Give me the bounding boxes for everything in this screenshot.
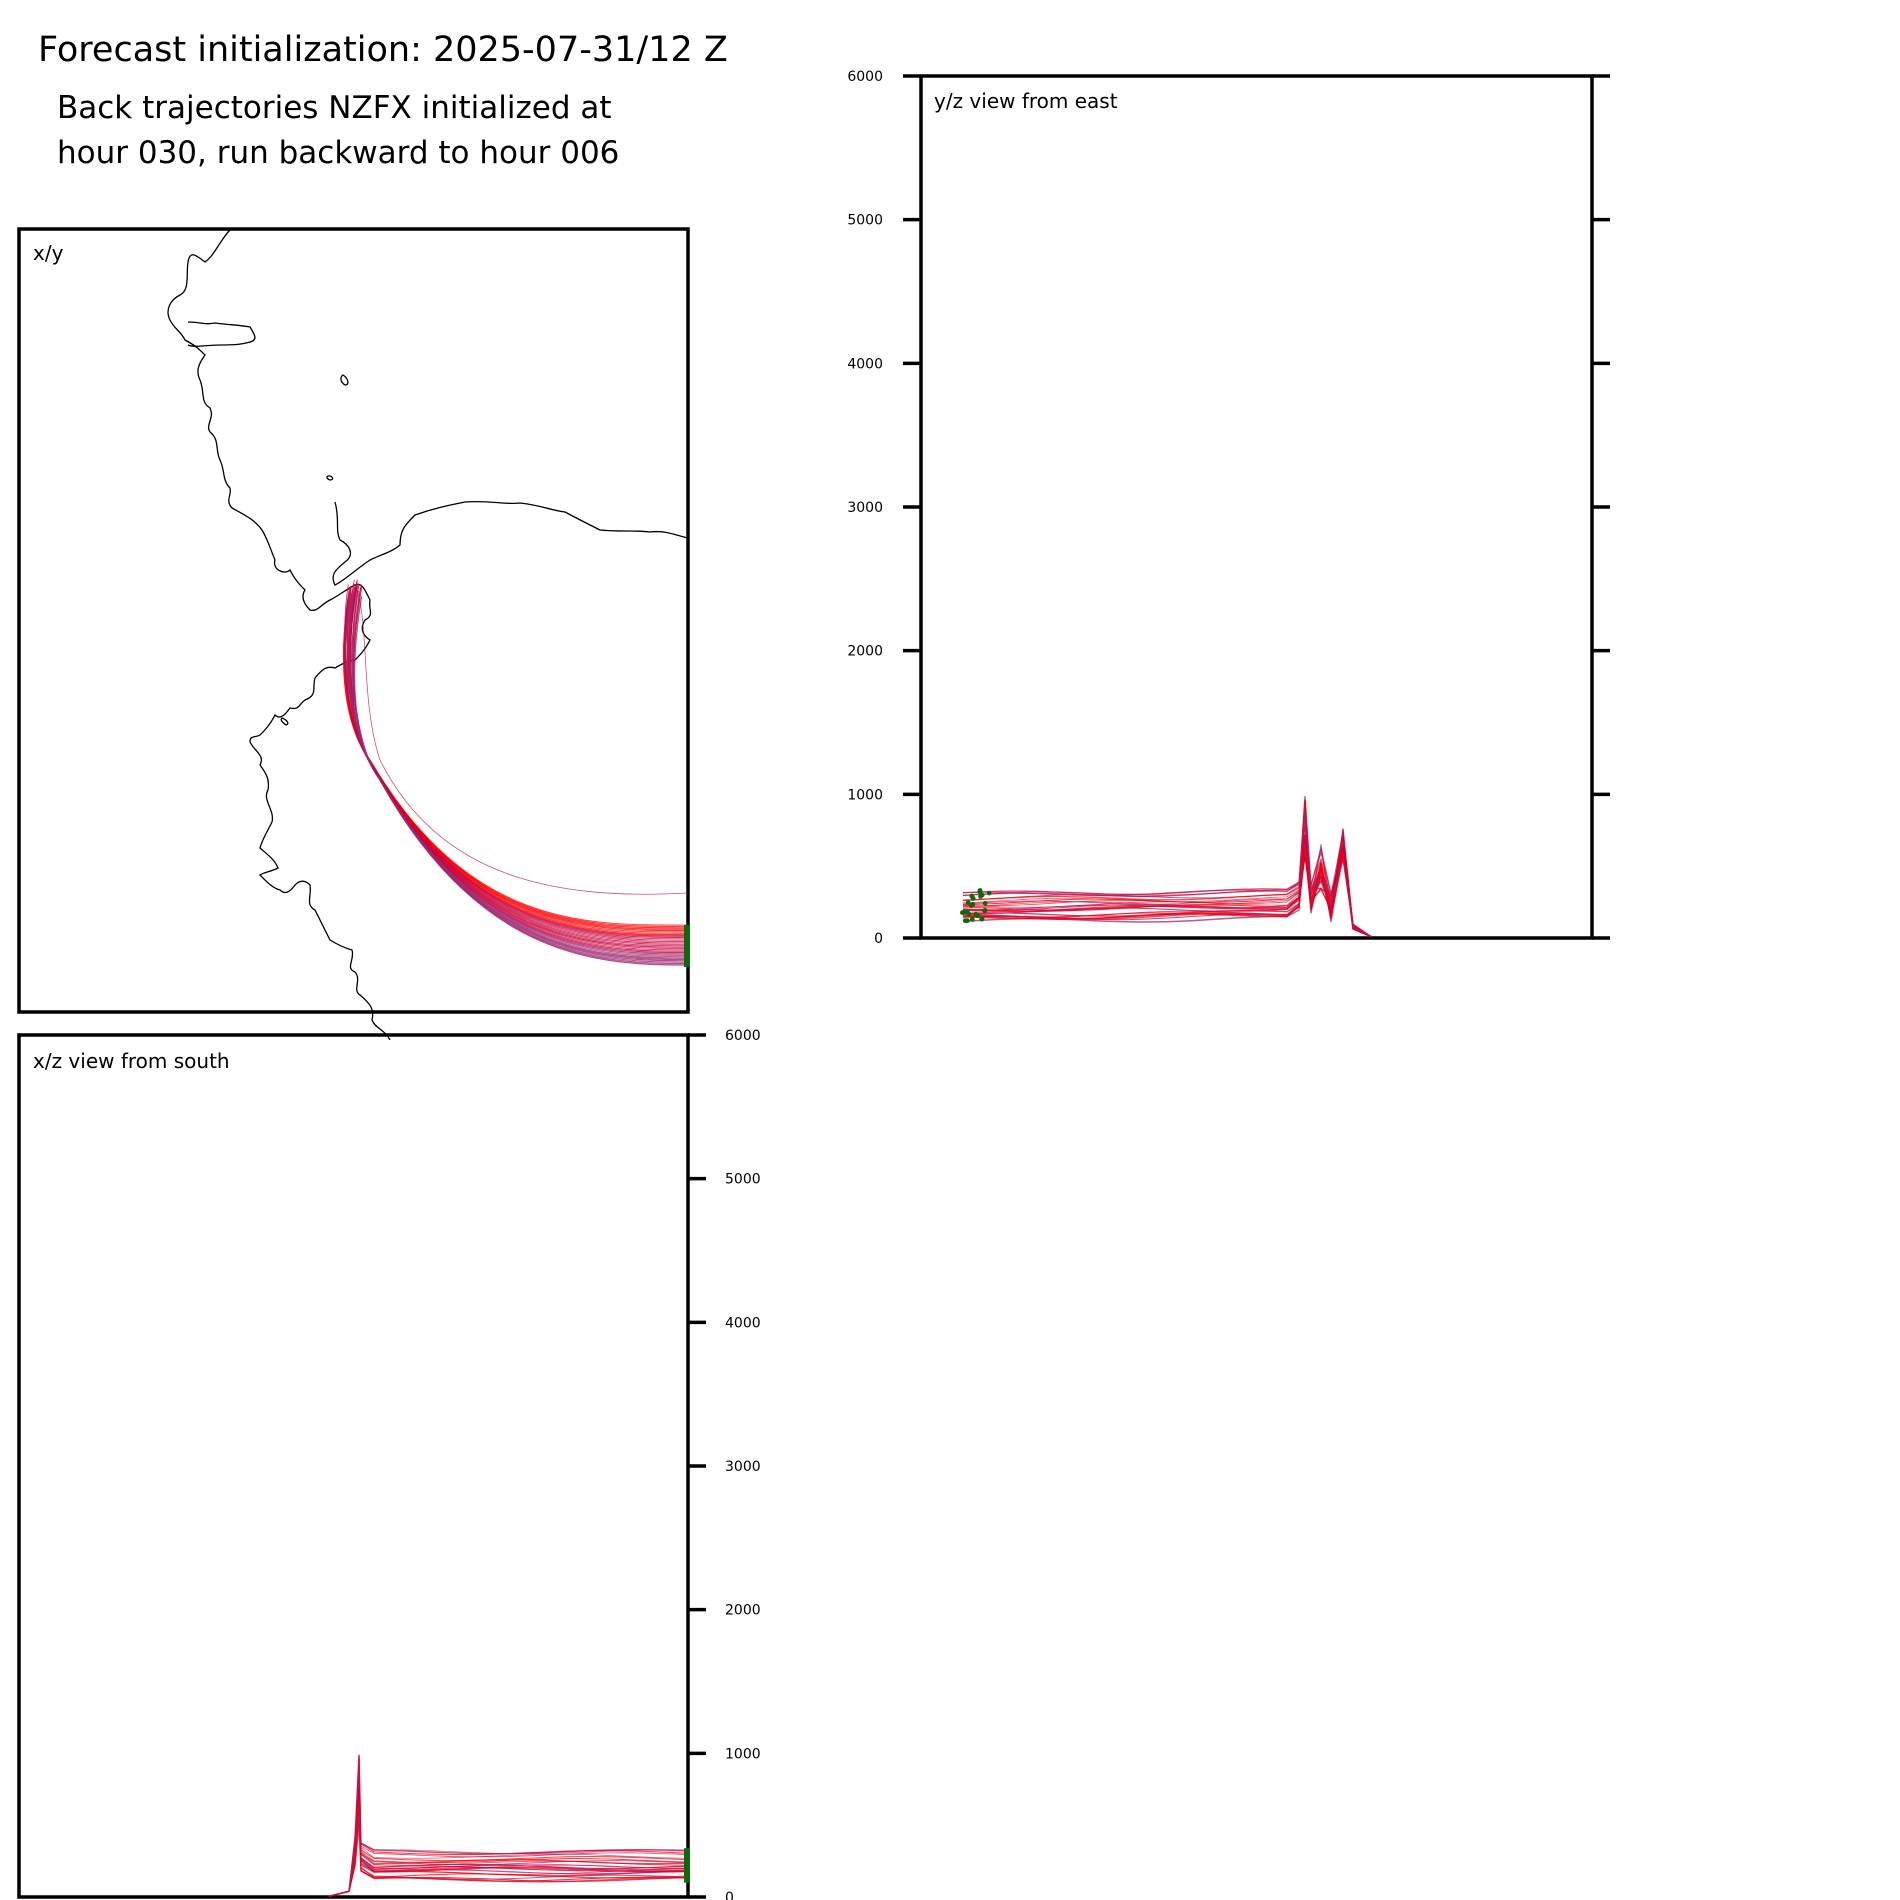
y-tick-label: 2000 (847, 644, 883, 660)
xy-trajectories (343, 579, 690, 967)
subtitle-line-1: Back trajectories NZFX initialized at (57, 90, 612, 126)
height-trajectory-line (328, 1806, 687, 1897)
start-point (965, 900, 971, 905)
start-point (962, 918, 968, 923)
xy-trajectory-line (349, 585, 689, 948)
xy-trajectory-line (348, 586, 689, 956)
xy-trajectory-line (352, 583, 689, 966)
start-point (977, 888, 983, 893)
start-point (986, 890, 992, 896)
xy-trajectory-line (348, 591, 689, 952)
start-point (979, 916, 985, 922)
height-trajectory-line (962, 851, 1372, 937)
island-3 (280, 717, 289, 726)
xy-trajectory-line (344, 596, 689, 945)
xy-trajectory-line (350, 580, 689, 949)
xz-ticks: 0 1000 2000 3000 4000 5000 6000 (688, 1028, 761, 1900)
height-trajectory-line (328, 1774, 687, 1897)
xy-trajectory-line (350, 584, 689, 944)
y-tick-label: 0 (725, 1890, 734, 1900)
y-tick-label: 3000 (725, 1459, 761, 1475)
height-trajectory-line (328, 1802, 687, 1897)
xz-trajectories (328, 1754, 690, 1898)
xy-trajectory-line (348, 586, 689, 955)
y-tick-label: 2000 (725, 1603, 761, 1619)
height-trajectory-line (328, 1814, 687, 1897)
height-trajectory-line (328, 1786, 687, 1898)
xy-trajectory-line (352, 586, 689, 941)
xy-map-label: x/y (33, 241, 64, 265)
yz-trajectories (960, 795, 1372, 938)
start-point (965, 909, 970, 915)
coastline (167, 229, 689, 1041)
xy-trajectory-line (353, 584, 689, 954)
xy-trajectory-outlier (354, 584, 689, 895)
start-point (969, 917, 975, 922)
xz-panel-label: x/z view from south (33, 1049, 230, 1073)
xy-trajectory-line (343, 586, 689, 937)
yz-panel-frame (919, 74, 1594, 940)
xy-start-points (684, 925, 690, 967)
xy-map-frame (17, 227, 690, 1014)
height-trajectory-line (328, 1798, 687, 1897)
start-point (982, 900, 988, 906)
xy-trajectory-line (344, 586, 689, 938)
xy-trajectory-line (348, 584, 689, 942)
xy-trajectory-line (348, 587, 689, 934)
y-tick-label: 3000 (847, 500, 883, 516)
height-trajectory-line (962, 811, 1372, 937)
xy-trajectory-line (343, 596, 689, 936)
y-tick-label: 1000 (725, 1746, 761, 1762)
start-point (960, 910, 965, 915)
y-tick-label: 6000 (847, 69, 883, 85)
xy-trajectory-line (344, 591, 689, 933)
y-tick-label: 0 (874, 931, 883, 947)
page-title: Forecast initialization: 2025-07-31/12 Z (38, 30, 728, 70)
y-tick-label: 6000 (725, 1028, 761, 1044)
xy-trajectory-line (346, 589, 689, 926)
height-trajectory-line (328, 1799, 687, 1897)
yz-ticks: 0 1000 2000 3000 4000 5000 6000 (847, 69, 1610, 947)
height-trajectory-line (328, 1789, 687, 1897)
height-trajectory-line (328, 1789, 687, 1897)
coastline-north-peninsula (187, 321, 256, 347)
height-trajectory-line (962, 836, 1372, 938)
island-1 (340, 374, 349, 386)
start-point (969, 893, 975, 899)
start-point (982, 908, 987, 913)
start-point (979, 892, 985, 898)
height-trajectory-line (328, 1780, 686, 1897)
xz-panel-frame (17, 1033, 690, 1899)
y-tick-label: 4000 (847, 356, 883, 372)
height-trajectory-line (328, 1815, 687, 1897)
y-tick-label: 5000 (725, 1172, 761, 1188)
coastline-south (332, 500, 689, 586)
y-tick-label: 4000 (725, 1315, 761, 1331)
start-point (973, 911, 979, 917)
xy-trajectory-line (352, 587, 689, 947)
xy-trajectory-line (344, 586, 689, 927)
yz-panel-label: y/z view from east (934, 89, 1118, 113)
start-points-bar (684, 1848, 690, 1883)
subtitle-line-2: hour 030, run backward to hour 006 (57, 135, 620, 171)
y-tick-label: 5000 (847, 213, 883, 229)
height-trajectory-line (328, 1786, 687, 1897)
height-trajectory-line (328, 1781, 687, 1897)
y-tick-label: 1000 (847, 787, 883, 803)
start-point (968, 903, 974, 908)
island-2 (326, 475, 334, 481)
xy-trajectory-line (349, 583, 689, 940)
height-trajectory-line (328, 1758, 687, 1897)
height-trajectory-line (328, 1824, 686, 1897)
xy-trajectory-line (343, 595, 689, 929)
height-trajectory-line (963, 828, 1372, 937)
